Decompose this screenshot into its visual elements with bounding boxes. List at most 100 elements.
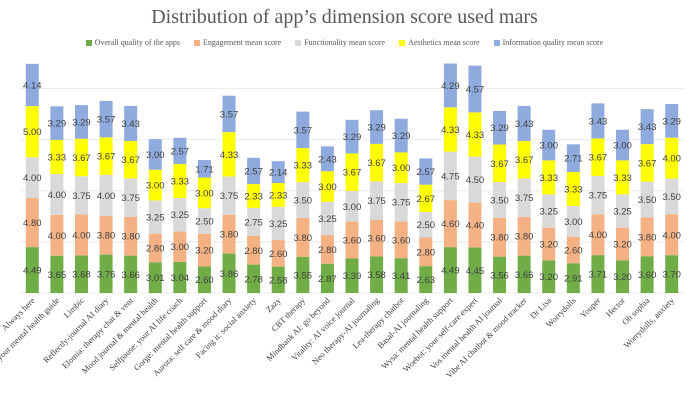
bar-segment xyxy=(591,103,605,139)
bar-segment xyxy=(493,182,507,218)
bar-segment xyxy=(50,255,64,293)
bar-segment xyxy=(665,104,679,138)
bar-segment xyxy=(443,200,457,248)
data-label: 3.29 xyxy=(662,116,681,127)
bar-segment xyxy=(493,256,507,293)
bar-segment xyxy=(591,214,605,256)
bar-segment xyxy=(25,198,39,248)
bar-segment xyxy=(271,240,285,267)
data-label: 3.80 xyxy=(638,232,657,243)
data-label: 3.50 xyxy=(638,195,657,206)
data-label: 3.33 xyxy=(564,185,583,196)
bar-segment xyxy=(566,144,580,173)
bar-segment xyxy=(320,263,334,293)
data-label: 3.00 xyxy=(146,150,165,161)
bar-segment xyxy=(296,217,310,257)
data-label: 3.55 xyxy=(294,270,313,281)
bar-segment xyxy=(124,255,138,293)
data-label: 3.60 xyxy=(367,234,386,245)
data-label: 3.43 xyxy=(638,122,657,133)
data-label: 3.20 xyxy=(613,239,632,250)
data-label: 4.00 xyxy=(97,191,116,202)
bar-segment xyxy=(173,137,187,165)
data-label: 3.65 xyxy=(48,270,67,281)
bar-segment xyxy=(517,255,531,293)
data-label: 4.49 xyxy=(441,266,460,277)
data-label: 3.66 xyxy=(515,270,534,281)
data-label: 3.43 xyxy=(589,116,608,127)
data-label: 3.00 xyxy=(539,141,558,152)
data-label: 1.71 xyxy=(195,164,214,175)
bar-segment xyxy=(173,231,187,262)
bar-segment xyxy=(99,174,113,216)
data-label: 2.80 xyxy=(417,247,436,258)
bar-segment xyxy=(222,214,236,254)
bar-segment xyxy=(197,177,211,209)
data-label: 3.75 xyxy=(367,196,386,207)
bar-segment xyxy=(99,100,113,138)
bar-segment xyxy=(419,158,433,185)
data-label: 3.25 xyxy=(269,219,288,230)
bar-segment xyxy=(148,262,162,293)
bar-segment xyxy=(50,106,64,140)
bar-segment xyxy=(468,247,482,293)
chart-legend: Overall quality of the apps Engagement me… xyxy=(0,38,689,47)
bar-segment xyxy=(394,183,408,222)
bar-segment xyxy=(370,181,384,220)
data-label: 4.00 xyxy=(662,230,681,241)
data-label: 3.00 xyxy=(318,182,337,193)
bar-segment xyxy=(394,221,408,259)
data-label: 3.60 xyxy=(638,270,657,281)
bar-segment xyxy=(50,139,64,174)
data-label: 3.04 xyxy=(171,273,190,284)
data-label: 3.67 xyxy=(589,153,608,164)
legend-item: Functionality mean score xyxy=(295,38,385,47)
data-label: 4.80 xyxy=(23,218,42,229)
legend-item: Aesthetics mean score xyxy=(399,38,480,47)
bar-segment xyxy=(616,160,630,195)
data-label: 4.00 xyxy=(48,231,67,242)
data-label: 3.75 xyxy=(589,191,608,202)
bar-segment xyxy=(517,140,531,179)
bar-segment xyxy=(320,146,334,172)
bar-segment xyxy=(616,227,630,261)
data-label: 3.00 xyxy=(171,242,190,253)
bar-segment xyxy=(443,107,457,152)
bar-segment xyxy=(197,160,211,178)
data-label: 3.43 xyxy=(515,119,534,130)
bar-segment xyxy=(665,137,679,179)
data-label: 3.20 xyxy=(195,246,214,257)
data-label: 3.00 xyxy=(392,163,411,174)
bar-segment xyxy=(370,143,384,182)
data-label: 3.50 xyxy=(294,196,313,207)
data-label: 3.50 xyxy=(490,195,509,206)
bar-segment xyxy=(640,256,654,293)
data-label: 3.00 xyxy=(564,217,583,228)
data-label: 3.33 xyxy=(613,173,632,184)
data-label: 3.80 xyxy=(490,233,509,244)
bar-segment xyxy=(566,206,580,237)
bar-segment xyxy=(296,148,310,183)
bar-segment xyxy=(148,139,162,170)
data-label: 4.57 xyxy=(466,85,485,96)
data-label: 4.45 xyxy=(466,266,485,277)
bar-segment xyxy=(640,144,654,182)
data-label: 2.58 xyxy=(269,275,288,286)
data-label: 3.29 xyxy=(490,123,509,134)
data-label: 2.80 xyxy=(146,243,165,254)
bar-segment xyxy=(370,110,384,144)
data-label: 3.29 xyxy=(343,132,362,143)
data-label: 3.25 xyxy=(613,207,632,218)
legend-swatch xyxy=(85,39,92,46)
data-label: 3.80 xyxy=(97,231,116,242)
bar-segment xyxy=(74,105,88,139)
bar-segment xyxy=(99,215,113,255)
data-label: 2.60 xyxy=(564,245,583,256)
legend-swatch xyxy=(493,39,500,46)
category-label: Zazy xyxy=(264,295,284,315)
data-label: 3.67 xyxy=(490,159,509,170)
data-label: 3.33 xyxy=(539,173,558,184)
bar-segment xyxy=(320,171,334,202)
bar-segment xyxy=(493,217,507,257)
bar-segment xyxy=(493,144,507,183)
